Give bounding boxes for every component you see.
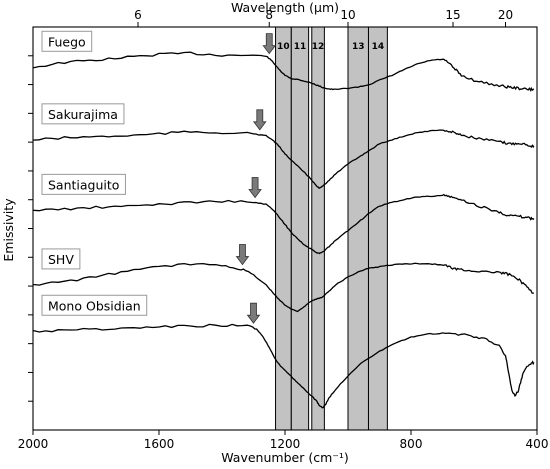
series-label-box [41, 248, 81, 270]
series-label-box [41, 173, 126, 195]
x-axis-label: Wavenumber (cm⁻¹) [221, 450, 348, 465]
series-label-text: Mono Obsidian [48, 298, 141, 313]
x2-axis-label: Wavelength (μm) [231, 0, 339, 15]
series-label-layer: Fuego Sakurajima Santiaguito SHV Mono Obsidi… [41, 30, 148, 316]
series-label-fuego: Fuego [41, 30, 93, 52]
series-line-fuego [32, 51, 535, 92]
band-label-14: 14 [372, 42, 385, 52]
arrow-fuego [262, 33, 277, 55]
band-label-10: 10 [277, 42, 290, 52]
arrow-mono-obsidian [246, 302, 261, 324]
y-tick-layer [28, 55, 33, 402]
x-tick-label-400: 400 [526, 437, 549, 451]
series-label-box [41, 103, 125, 125]
band-11 [290, 26, 310, 431]
y-axis-label: Emissivity [1, 198, 16, 262]
x-tick-layer: 2000 1600 1200 800 400 [18, 430, 549, 451]
series-label-text: Fuego [48, 34, 86, 49]
band-label-12: 12 [312, 42, 325, 52]
series-label-shv: SHV [41, 248, 81, 270]
x2-tick-label-10: 10 [340, 8, 355, 22]
series-label-box [41, 30, 93, 52]
series-label-box [41, 294, 148, 316]
x2-tick-label-15: 15 [445, 8, 460, 22]
series-line-sakurajima [32, 129, 535, 189]
x2-tick-label-6: 6 [134, 8, 142, 22]
x2-tick-label-8: 8 [265, 8, 273, 22]
series-label-sakurajima: Sakurajima [41, 103, 125, 125]
band-layer: 10 11 12 13 14 [275, 26, 388, 431]
series-label-text: Santiaguito [48, 177, 119, 192]
arrow-santiaguito [248, 177, 262, 199]
series-label-mono-obsidian: Mono Obsidian [41, 294, 148, 316]
series-layer [32, 51, 535, 409]
series-line-santiaguito [32, 193, 535, 255]
band-label-11: 11 [294, 42, 307, 52]
x-tick-label-1600: 1600 [144, 437, 175, 451]
arrow-layer [235, 33, 277, 324]
x2-tick-layer: 6 8 10 15 20 [134, 8, 513, 27]
x-tick-label-800: 800 [400, 437, 423, 451]
series-line-shv [32, 262, 534, 313]
x2-tick-label-20: 20 [498, 8, 513, 22]
x-tick-label-2000: 2000 [18, 437, 49, 451]
x-tick-label-1200: 1200 [270, 437, 301, 451]
series-label-text: SHV [48, 252, 74, 267]
band-label-13: 13 [352, 42, 365, 52]
series-label-text: Sakurajima [48, 107, 118, 122]
arrow-sakurajima [253, 109, 267, 131]
series-label-santiaguito: Santiaguito [41, 173, 126, 195]
series-line-mono-obsidian [32, 323, 535, 409]
band-14 [367, 26, 388, 431]
arrow-shv [235, 244, 250, 266]
